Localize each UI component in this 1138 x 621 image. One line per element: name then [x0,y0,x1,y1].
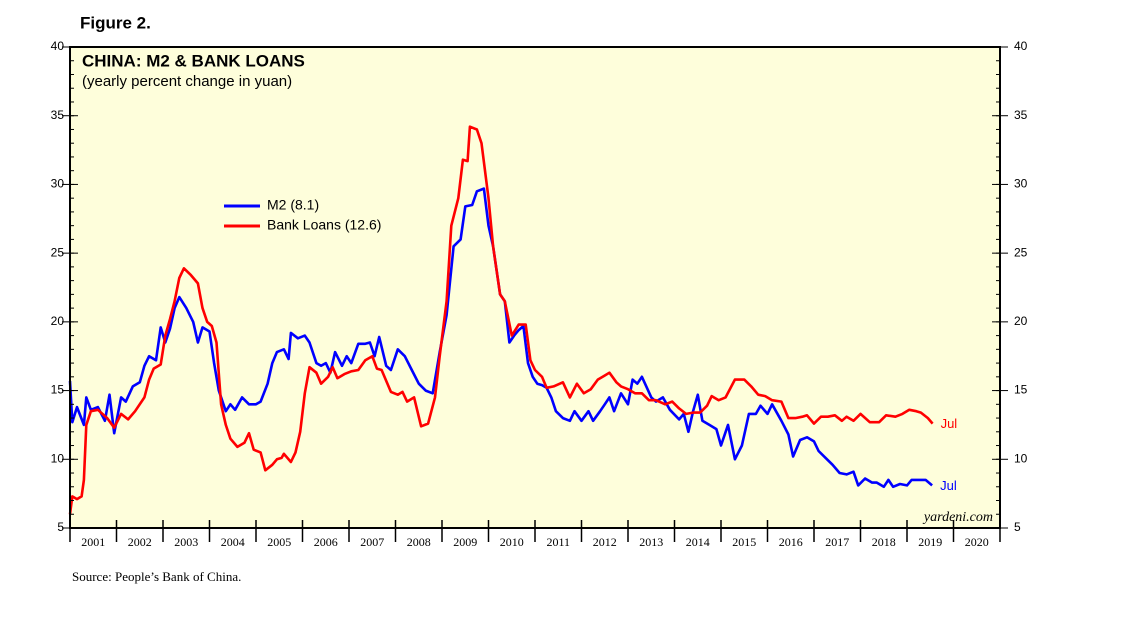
y2-tick-label: 30 [1014,177,1028,191]
y2-tick-label: 40 [1014,39,1028,53]
y-tick-label: 5 [57,520,64,534]
watermark: yardeni.com [922,510,993,525]
x-tick-label: 2007 [360,535,384,549]
end-label: Jul [941,416,958,431]
end-label: Jul [940,478,957,493]
plot-area [70,47,1000,528]
figure-label: Figure 2. [80,13,151,32]
x-tick-label: 2018 [872,535,896,549]
x-tick-label: 2001 [81,535,105,549]
x-tick-label: 2016 [779,535,803,549]
y2-tick-label: 10 [1014,451,1028,465]
y-tick-label: 25 [51,245,65,259]
x-tick-label: 2015 [732,535,756,549]
x-tick-label: 2008 [407,535,431,549]
y-tick-label: 35 [51,108,65,122]
y2-tick-label: 20 [1014,314,1028,328]
x-tick-label: 2009 [453,535,477,549]
x-tick-label: 2019 [918,535,942,549]
x-tick-label: 2020 [965,535,989,549]
x-tick-label: 2014 [686,535,710,549]
x-tick-label: 2002 [128,535,152,549]
y-tick-label: 30 [51,177,65,191]
x-tick-label: 2013 [639,535,663,549]
x-tick-label: 2003 [174,535,198,549]
y-tick-label: 10 [51,451,65,465]
y2-tick-label: 15 [1014,383,1028,397]
x-tick-label: 2010 [500,535,524,549]
y2-tick-label: 25 [1014,245,1028,259]
plot-layer [68,125,934,515]
legend-label: M2 (8.1) [267,197,319,213]
y2-tick-label: 5 [1014,520,1021,534]
x-tick-label: 2004 [221,535,245,549]
series-line [68,125,934,515]
chart-title: CHINA: M2 & BANK LOANS [82,51,305,70]
y-tick-label: 40 [51,39,65,53]
x-tick-label: 2006 [314,535,338,549]
chart-subtitle: (yearly percent change in yuan) [82,73,292,90]
y-tick-label: 20 [51,314,65,328]
legend-label: Bank Loans (12.6) [267,217,381,233]
x-tick-label: 2012 [593,535,617,549]
source: Source: People’s Bank of China. [72,569,241,584]
series-line [68,187,933,489]
y-tick-label: 15 [51,383,65,397]
x-tick-label: 2017 [825,535,849,549]
x-tick-label: 2011 [546,535,570,549]
x-tick-label: 2005 [267,535,291,549]
y2-tick-label: 35 [1014,108,1028,122]
